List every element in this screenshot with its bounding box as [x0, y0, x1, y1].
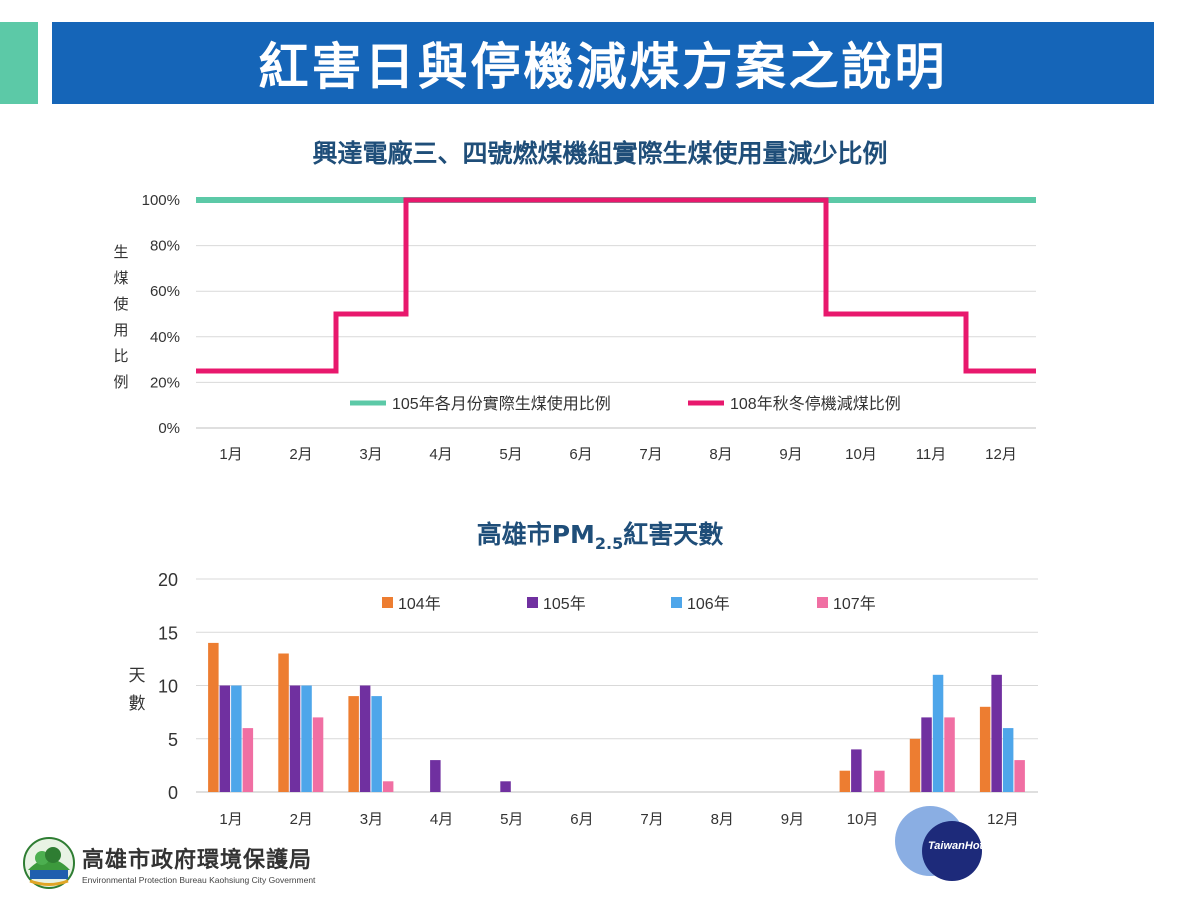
legend-label: 107年 — [833, 595, 876, 613]
legend-label: 108年秋冬停機減煤比例 — [730, 395, 901, 413]
y-tick-label: 20 — [158, 570, 178, 590]
y-axis-label-char: 天 — [129, 666, 146, 685]
bar — [301, 685, 312, 792]
y-tick-label: 5 — [168, 730, 178, 750]
x-tick-label: 5月 — [500, 811, 523, 828]
legend-label: 104年 — [398, 595, 441, 613]
y-tick-label: 10 — [158, 677, 178, 697]
page-title: 紅害日與停機減煤方案之說明 — [258, 38, 948, 96]
bar-chart-title-subscript: 2.5 — [594, 534, 624, 553]
watermark-text: TaiwanHot — [928, 840, 985, 852]
x-tick-label: 6月 — [570, 811, 593, 828]
org-name-cn: 高雄市政府環境保護局 — [82, 847, 313, 873]
x-tick-label: 10月 — [847, 811, 879, 828]
org-emblem-icon — [23, 837, 75, 889]
bar — [979, 706, 991, 792]
bar — [921, 717, 932, 792]
bar — [851, 749, 862, 792]
bar — [1014, 760, 1025, 792]
bar — [242, 728, 254, 792]
x-tick-label: 8月 — [711, 811, 734, 828]
y-axis-label-char: 使 — [113, 296, 128, 313]
y-axis-label-char: 比 — [113, 348, 128, 365]
bar — [430, 760, 441, 792]
y-tick-label: 0% — [158, 420, 180, 437]
bar — [500, 781, 511, 792]
legend-label: 105年 — [543, 595, 586, 613]
x-tick-label: 2月 — [289, 446, 312, 463]
bar-chart-title-main: 高雄市PM — [476, 520, 595, 549]
y-axis-label-char: 數 — [129, 694, 146, 713]
x-tick-label: 1月 — [219, 446, 242, 463]
bar-chart: 051015201月2月3月4月5月6月7月8月9月10月11月12月天數104… — [129, 570, 1038, 828]
y-axis-label-char: 煤 — [113, 270, 128, 287]
bar — [231, 685, 242, 792]
legend-swatch — [671, 597, 682, 608]
x-tick-label: 5月 — [499, 446, 522, 463]
x-tick-label: 7月 — [640, 811, 663, 828]
bar — [944, 717, 955, 792]
y-axis-label-char: 用 — [113, 322, 128, 339]
x-tick-label: 7月 — [639, 446, 662, 463]
x-tick-label: 2月 — [290, 811, 313, 828]
y-tick-label: 40% — [150, 329, 180, 346]
bar-chart-title: 高雄市PM2.5紅害天數 — [0, 515, 1200, 553]
bar — [312, 717, 324, 792]
bar — [991, 674, 1002, 792]
bar-chart-title-tail: 紅害天數 — [623, 520, 724, 549]
x-tick-label: 12月 — [985, 446, 1017, 463]
y-tick-label: 60% — [150, 283, 180, 300]
header-accent-bar — [0, 22, 38, 104]
org-logo: 高雄市政府環境保護局 Environmental Protection Bure… — [22, 836, 315, 890]
legend-label: 106年 — [687, 595, 730, 613]
watermark-badge: TaiwanHot — [895, 806, 985, 881]
x-tick-label: 12月 — [987, 811, 1019, 828]
y-tick-label: 100% — [142, 192, 180, 209]
bar — [219, 685, 231, 792]
bar — [208, 642, 219, 792]
bar — [932, 674, 944, 792]
x-tick-label: 9月 — [781, 811, 804, 828]
bar — [382, 781, 394, 792]
legend-swatch — [817, 597, 828, 608]
x-tick-label: 11月 — [916, 446, 947, 463]
header-banner: 紅害日與停機減煤方案之說明 — [52, 22, 1154, 104]
x-tick-label: 1月 — [219, 811, 242, 828]
x-tick-label: 8月 — [709, 446, 732, 463]
y-tick-label: 15 — [158, 623, 178, 643]
bar — [278, 653, 289, 792]
x-tick-label: 3月 — [360, 811, 383, 828]
line-chart-title: 興達電廠三、四號燃煤機組實際生煤使用量減少比例 — [312, 139, 888, 168]
y-tick-label: 80% — [150, 238, 180, 255]
legend-swatch — [527, 597, 538, 608]
bar — [371, 696, 382, 792]
bar — [909, 738, 921, 793]
y-tick-label: 0 — [168, 783, 178, 803]
bar — [289, 685, 301, 792]
line-chart: 0% 20% 40% 60% 80% 100% 1月 2月 3月 4月 5月 6月 7月 8月 9月 10月 1… — [113, 192, 1036, 463]
y-axis-label-char: 例 — [113, 374, 128, 391]
y-axis-label-char: 生 — [113, 244, 128, 261]
x-tick-label: 4月 — [429, 446, 452, 463]
legend-label: 105年各月份實際生煤使用比例 — [392, 394, 611, 413]
org-name-en: Environmental Protection Bureau Kaohsiun… — [82, 874, 316, 885]
bar — [359, 685, 371, 792]
x-tick-label: 6月 — [569, 446, 592, 463]
x-tick-label: 9月 — [779, 446, 802, 463]
bar — [839, 770, 851, 792]
series-line — [196, 197, 1036, 374]
y-tick-label: 20% — [150, 374, 180, 391]
x-tick-label: 10月 — [845, 446, 877, 463]
bar — [1002, 728, 1014, 792]
legend-swatch — [382, 597, 393, 608]
x-tick-label: 4月 — [430, 811, 453, 828]
bar — [874, 770, 885, 792]
bar — [348, 696, 359, 792]
x-tick-label: 3月 — [359, 446, 382, 463]
